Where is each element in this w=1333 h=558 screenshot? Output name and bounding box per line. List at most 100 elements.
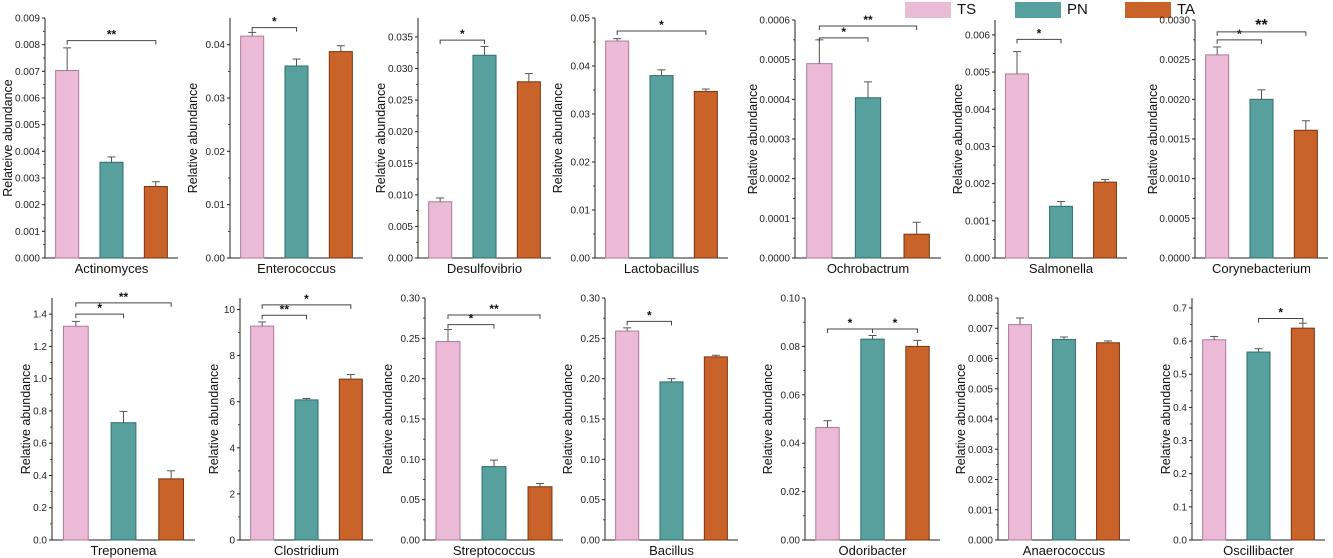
x-axis-label: Bacillus [649,543,694,558]
bar-ta [158,478,185,541]
x-axis-label: Enterococcus [257,261,336,276]
y-tick-label: 0.0030 [1159,16,1190,27]
panel-salmonella: 0.000 0.001 0.002 0.003 0.004 0.005 0.006 * Salm… [951,20,1127,276]
bar-ts [1202,339,1227,541]
panel-lactobacillus: 0.00 0.01 0.02 0.03 0.04 0.05 * Lactobacillus Re… [551,14,728,276]
y-tick-label: 0.7 [1173,303,1187,314]
y-tick-label: 0.30 [401,294,421,305]
y-axis-label: Relative abundance [374,83,388,194]
y-tick-label: 0.20 [401,374,421,385]
y-tick-label: 10 [224,305,236,316]
y-tick-label: 0.0004 [759,95,790,106]
significance-label: * [893,316,898,330]
y-tick-label: 0.05 [401,495,421,506]
bar-ts [55,70,80,259]
bar-ta [1093,181,1117,259]
bar-pn [99,161,124,259]
significance-bracket [75,313,124,319]
y-tick-label: 0.04 [781,439,801,450]
y-tick-label: 0.04 [571,62,591,73]
y-tick-label: 0.00 [571,254,591,265]
y-tick-label: 0.0001 [759,214,790,225]
significance-label: ** [489,302,499,316]
x-axis-label: Streptococcus [453,543,536,558]
y-tick-label: 0.00 [401,536,421,547]
significance-bracket [818,25,918,30]
x-axis-label: Actinomyces [75,261,149,276]
significance-label: * [1237,27,1242,41]
legend-label-pn: PN [1067,1,1088,18]
y-tick-label: 0.000 [968,536,993,547]
significance-bracket [261,304,352,309]
y-tick-label: 0.0015 [1159,135,1190,146]
y-axis-label: Relative abundance [186,83,200,194]
y-tick-label: 0.0002 [759,174,790,185]
bar-ts [1205,54,1230,259]
legend-swatch-ta [1125,2,1171,18]
y-tick-label: 0.10 [781,294,801,305]
y-axis-label: Relative abundance [1146,84,1160,195]
y-tick-label: 0.007 [15,67,40,78]
y-tick-label: 1.4 [33,310,47,321]
legend-swatch-pn [1015,2,1061,18]
bar-ta [143,186,168,259]
bar-ta [338,378,363,541]
panel-oscillibacter: 0.0 0.1 0.2 0.3 0.4 0.5 0.6 0.7 * Oscillibacter Re… [1159,298,1325,558]
bar-pn [284,65,309,259]
y-tick-label: 0.0003 [759,135,790,146]
significance-bracket [447,314,541,319]
y-tick-label: 0.025 [388,96,413,107]
y-tick-label: 0.002 [968,475,993,486]
significance-bracket [616,30,707,35]
x-axis-label: Oscillibacter [1223,543,1294,558]
bar-ta [693,90,718,259]
significance-label: * [304,292,309,306]
significance-label: * [272,15,277,29]
significance-label: * [848,316,853,330]
y-tick-label: 0 [229,536,235,547]
y-tick-label: 0.03 [206,94,226,105]
y-tick-label: 0.020 [388,127,413,138]
y-tick-label: 0.006 [965,30,990,41]
panel-ochrobactrum: 0.0000 0.0001 0.0002 0.0003 0.0004 0.0005 0.00… [746,13,941,276]
significance-bracket [439,39,485,45]
significance-bracket [261,314,307,320]
significance-label: ** [280,302,290,316]
y-tick-label: 0.005 [388,222,413,233]
bar-ts [815,426,840,541]
y-tick-label: 0.03 [571,110,591,121]
bar-ta [328,51,353,259]
legend-label-ts: TS [957,1,977,18]
y-tick-label: 6 [229,397,235,408]
y-tick-label: 0.003 [968,445,993,456]
bar-pn [649,75,674,259]
y-tick-label: 0.0 [33,536,47,547]
x-axis-label: Salmonella [1029,261,1094,276]
bar-ts [240,35,265,259]
significance-bracket [872,328,918,333]
y-tick-label: 0.002 [965,179,990,190]
bar-ta [903,233,930,259]
bar-ts [1008,324,1032,541]
y-axis-label: Relative abundance [561,364,575,475]
y-tick-label: 0.3 [1173,436,1187,447]
bar-ts [435,341,461,541]
bar-ta [1096,342,1120,541]
bar-ts [615,330,640,541]
y-axis-label: Relateive abundance [1,79,15,196]
y-tick-label: 0.02 [781,487,801,498]
significance-label: * [460,27,465,41]
significance-label: ** [863,13,873,27]
bar-ts [605,40,630,259]
y-tick-label: 0.30 [581,294,601,305]
y-tick-label: 0.003 [15,174,40,185]
significance-label: * [647,308,652,322]
bar-pn [860,338,885,541]
y-axis-label: Relative abundance [746,84,760,195]
bar-ta [905,345,930,541]
bar-pn [472,54,497,259]
bar-pn [1246,351,1271,541]
y-tick-label: 0.6 [33,439,47,450]
bar-pn [481,466,507,541]
